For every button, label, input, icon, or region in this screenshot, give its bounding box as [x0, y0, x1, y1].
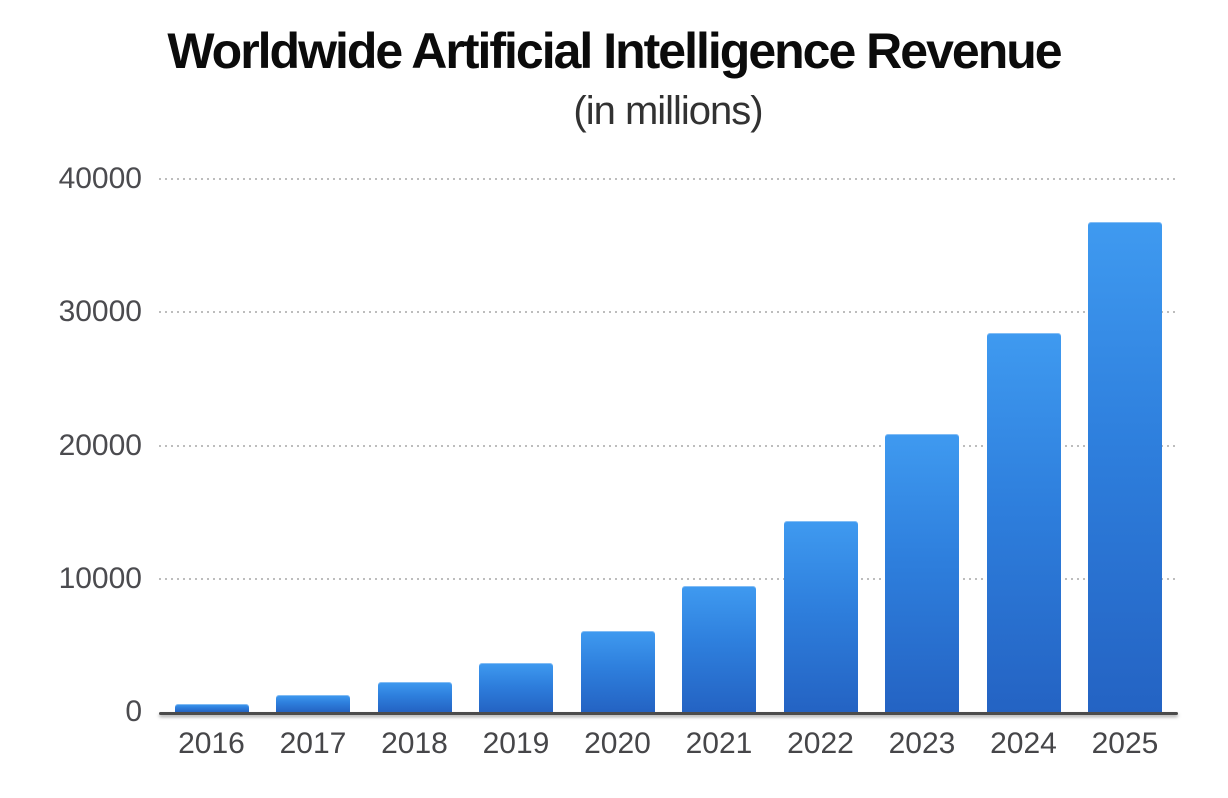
bar-2023	[885, 434, 959, 712]
bar-2019	[479, 662, 553, 712]
chart-subtitle: (in millions)	[573, 89, 763, 133]
gridline-20000	[159, 444, 1178, 447]
bar-2018	[377, 682, 452, 712]
gridline-10000	[159, 577, 1178, 580]
bar-2024	[986, 332, 1061, 712]
x-axis-line	[159, 712, 1178, 715]
x-axis-tick-label-2017: 2017	[279, 727, 347, 760]
x-axis-tick-label-2023: 2023	[888, 727, 956, 760]
x-axis-tick-label-2020: 2020	[584, 727, 651, 760]
bar-2022	[783, 520, 858, 712]
x-axis-tick-label-2025: 2025	[1091, 727, 1159, 760]
y-axis-tick-label-20000: 20000	[58, 428, 142, 462]
gridline-40000	[159, 178, 1178, 180]
chart-title: Worldwide Artificial Intelligence Revenu…	[167, 23, 1062, 79]
bar-2017	[276, 694, 350, 712]
y-axis-tick-label-30000: 30000	[58, 295, 142, 329]
y-axis-tick-label-0: 0	[125, 695, 142, 728]
x-axis-tick-label-2022: 2022	[787, 727, 854, 760]
bar-2021	[682, 586, 756, 712]
y-axis-tick-label-40000: 40000	[58, 162, 142, 195]
bar-2016	[174, 704, 249, 712]
bar-2020	[580, 631, 655, 712]
x-axis-tick-label-2021: 2021	[685, 727, 753, 760]
y-axis-tick-label-10000: 10000	[58, 561, 142, 595]
gridline-30000	[159, 311, 1178, 314]
x-axis-tick-label-2024: 2024	[990, 727, 1057, 760]
bar-2025	[1088, 221, 1162, 712]
x-axis-tick-label-2018: 2018	[381, 727, 448, 760]
x-axis-tick-label-2016: 2016	[178, 727, 245, 760]
x-axis-tick-label-2019: 2019	[482, 727, 550, 760]
